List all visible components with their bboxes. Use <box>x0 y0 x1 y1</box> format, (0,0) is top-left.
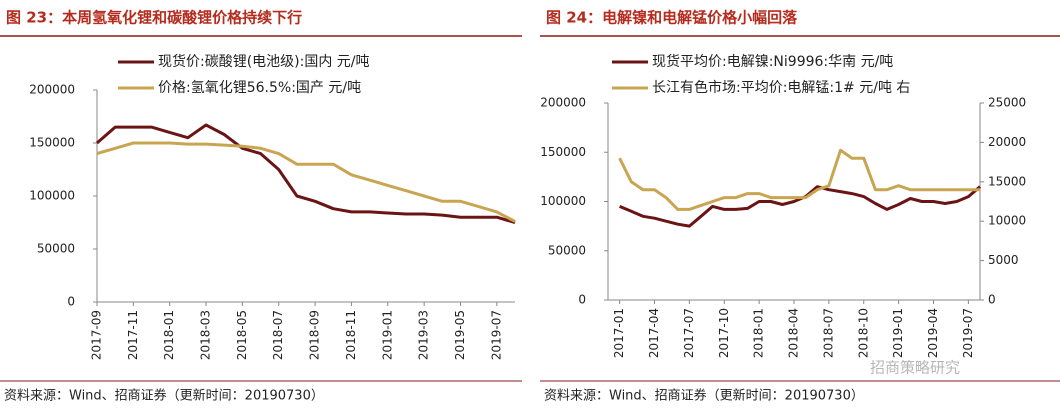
legend-label: 价格:氢氧化锂56.5%:国产 元/吨 <box>158 80 361 96</box>
x-tick-label: 2018-03 <box>199 310 213 360</box>
y-tick-label: 150000 <box>29 136 75 150</box>
x-tick-label: 2019-07 <box>961 308 975 358</box>
chart-title: 图 24：电解镍和电解锰价格小幅回落 <box>546 9 798 27</box>
x-tick-label: 2018-11 <box>344 310 358 360</box>
x-tick-label: 2018-05 <box>235 310 249 360</box>
y2-tick-label: 20000 <box>988 135 1026 149</box>
x-tick-label: 2018-04 <box>787 308 801 358</box>
x-tick-label: 2017-10 <box>717 308 731 358</box>
series-line <box>96 141 516 223</box>
series-line <box>96 123 516 224</box>
x-tick-label: 2017-11 <box>126 310 140 360</box>
x-tick-label: 2019-07 <box>489 310 503 360</box>
y-tick-label: 100000 <box>540 194 586 208</box>
x-tick-label: 2017-04 <box>647 308 661 358</box>
y-tick-label: 0 <box>578 293 586 307</box>
y2-tick-label: 0 <box>988 293 996 307</box>
legend-label: 现货平均价:电解镍:Ni9996:华南 元/吨 <box>652 53 893 70</box>
x-tick-label: 2018-01 <box>752 308 766 358</box>
x-tick-label: 2019-04 <box>926 308 940 358</box>
y-tick-label: 50000 <box>37 242 75 256</box>
y-tick-label: 200000 <box>29 83 75 97</box>
watermark: 招商策略研究 <box>870 359 960 377</box>
y2-tick-label: 25000 <box>988 96 1026 110</box>
x-tick-label: 2017-09 <box>90 310 104 360</box>
source: 资料来源：Wind、招商证券（更新时间：20190730） <box>544 388 864 404</box>
x-tick-label: 2017-07 <box>682 308 696 358</box>
x-tick-label: 2018-10 <box>856 308 870 358</box>
x-tick-label: 2018-07 <box>821 308 835 358</box>
x-tick-label: 2019-01 <box>891 308 905 358</box>
x-tick-label: 2017-01 <box>612 308 626 358</box>
chart-title: 图 23：本周氢氧化锂和碳酸锂价格持续下行 <box>6 9 302 27</box>
y2-tick-label: 10000 <box>988 214 1026 228</box>
legend-label: 长江有色市场:平均价:电解锰:1# 元/吨 右 <box>652 79 910 96</box>
x-tick-label: 2019-01 <box>380 310 394 360</box>
x-tick-label: 2019-05 <box>453 310 467 360</box>
y2-tick-label: 5000 <box>988 253 1019 267</box>
y-tick-label: 100000 <box>29 189 75 203</box>
series-line <box>618 148 980 211</box>
y-tick-label: 150000 <box>540 145 586 159</box>
x-tick-label: 2018-09 <box>308 310 322 360</box>
x-tick-label: 2018-01 <box>162 310 176 360</box>
x-tick-label: 2019-03 <box>417 310 431 360</box>
legend-label: 现货价:碳酸锂(电池级):国内 元/吨 <box>158 53 370 70</box>
source: 资料来源：Wind、招商证券（更新时间：20190730） <box>4 388 324 404</box>
y-tick-label: 200000 <box>540 96 586 110</box>
y-tick-label: 50000 <box>548 243 586 257</box>
x-tick-label: 2018-07 <box>271 310 285 360</box>
y2-tick-label: 15000 <box>988 174 1026 188</box>
y-tick-label: 0 <box>67 295 75 309</box>
